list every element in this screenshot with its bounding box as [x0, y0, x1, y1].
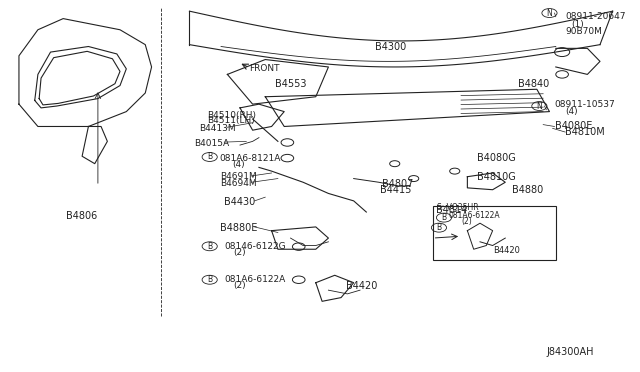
Text: B4080E: B4080E [554, 122, 592, 131]
Text: B4810M: B4810M [565, 127, 605, 137]
Text: B4510(RH): B4510(RH) [207, 111, 256, 120]
Text: B4300: B4300 [374, 42, 406, 51]
Text: B: B [207, 153, 212, 161]
Text: B4553: B4553 [275, 79, 306, 89]
Text: FRONT: FRONT [250, 64, 280, 73]
Text: 08911-10537: 08911-10537 [554, 100, 615, 109]
Text: N: N [536, 102, 542, 110]
Text: J84300AH: J84300AH [547, 347, 594, 356]
Text: B4420: B4420 [493, 246, 520, 255]
Text: 081A6-6122A: 081A6-6122A [449, 211, 500, 219]
Text: 90B70M: 90B70M [565, 27, 602, 36]
Text: B: B [207, 275, 212, 284]
Text: B4880: B4880 [511, 186, 543, 195]
Text: B: B [436, 223, 442, 232]
Text: 08146-6122G: 08146-6122G [224, 242, 286, 251]
Text: B4080G: B4080G [477, 153, 516, 163]
Text: B4420: B4420 [346, 281, 378, 291]
Text: 081A6-6122A: 081A6-6122A [224, 275, 285, 284]
Text: 08911-20647: 08911-20647 [565, 12, 626, 21]
Text: B4814: B4814 [436, 205, 467, 215]
Text: B4413M: B4413M [199, 124, 236, 133]
Text: (2): (2) [461, 217, 472, 226]
Text: S: VQ35HR: S: VQ35HR [437, 203, 479, 212]
Text: 081A6-8121A: 081A6-8121A [220, 154, 281, 163]
Text: B4880E: B4880E [220, 223, 257, 232]
Text: B4511(LH): B4511(LH) [207, 116, 255, 125]
Text: (4): (4) [565, 107, 578, 116]
Text: B4806: B4806 [67, 211, 97, 221]
Text: B4840: B4840 [518, 79, 549, 89]
Text: (4): (4) [232, 160, 245, 169]
Text: (2): (2) [234, 281, 246, 290]
FancyBboxPatch shape [433, 206, 556, 260]
Text: B4691M: B4691M [220, 172, 257, 181]
Text: N: N [547, 9, 552, 17]
Text: B4430: B4430 [224, 197, 255, 206]
Text: B: B [207, 242, 212, 251]
Text: B4810G: B4810G [477, 172, 516, 182]
Text: B4807: B4807 [382, 179, 413, 189]
Text: B4694M: B4694M [220, 179, 257, 187]
Text: B4415: B4415 [380, 186, 412, 195]
Text: (2): (2) [234, 248, 246, 257]
Text: (1): (1) [572, 20, 584, 29]
Text: B4015A: B4015A [195, 139, 230, 148]
Text: B: B [442, 213, 447, 222]
